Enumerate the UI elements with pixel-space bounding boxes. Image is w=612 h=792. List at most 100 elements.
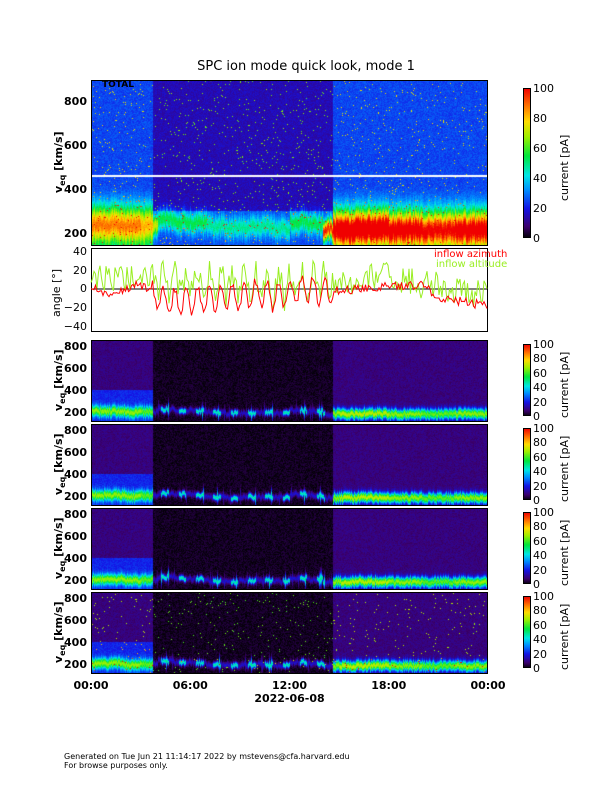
y-tick-label: 600 xyxy=(64,139,87,152)
colorbar-label: current [pA] xyxy=(558,435,571,502)
y-tick-label: 400 xyxy=(64,636,87,649)
colorbar-tick-label: 40 xyxy=(533,172,547,185)
colorbar-tick-label: 20 xyxy=(533,479,547,493)
colorbar-frame xyxy=(523,596,531,668)
x-tick-label: 06:00 xyxy=(172,679,208,692)
colorbar-tick-label: 100 xyxy=(533,82,554,95)
y-axis-label: veq [km/s] xyxy=(52,601,68,663)
component-heatmap xyxy=(91,424,488,506)
colorbar-tick-label: 80 xyxy=(533,436,547,450)
legend-inflow-azimuth: inflow azimuth xyxy=(434,249,508,260)
colorbar-tick-label: 100 xyxy=(533,590,554,603)
component-panel-frame xyxy=(91,340,488,422)
angle-tick-label: 20 xyxy=(73,264,87,277)
colorbar-tick-label: 80 xyxy=(533,520,547,534)
y-tick-label: 400 xyxy=(64,384,87,397)
colorbar-tick-label: 20 xyxy=(533,202,547,215)
angle-tick-label: 0 xyxy=(80,282,87,295)
colorbar xyxy=(524,512,530,584)
footer-browse: For browse purposes only. xyxy=(64,761,168,770)
y-tick-label: 600 xyxy=(64,530,87,543)
figure-title: SPC ion mode quick look, mode 1 xyxy=(197,59,415,74)
colorbar-label: current [pA] xyxy=(558,519,571,586)
inflow-azimuth-line xyxy=(90,275,488,316)
colorbar xyxy=(524,596,530,668)
colorbar-tick-label: 100 xyxy=(533,422,554,435)
colorbar-tick-label: 40 xyxy=(533,381,547,395)
colorbar-tick-label: 40 xyxy=(533,549,547,563)
y-tick-label: 200 xyxy=(64,406,87,419)
y-tick-label: 800 xyxy=(64,592,87,605)
total-panel-frame xyxy=(91,80,488,246)
colorbar-label: current [pA] xyxy=(558,603,571,670)
colorbar-tick-label: 20 xyxy=(533,647,547,661)
colorbar-tick-label: 20 xyxy=(533,395,547,409)
component-panel-frame xyxy=(91,508,488,590)
angle-tick-label: −40 xyxy=(63,320,87,333)
y-tick-label: 800 xyxy=(64,424,87,437)
y-tick-label: 400 xyxy=(64,183,87,196)
component-heatmap xyxy=(91,508,488,590)
total-label: TOTAL xyxy=(102,80,134,90)
colorbar-tick-label: 20 xyxy=(533,563,547,577)
y-tick-label: 200 xyxy=(64,658,87,671)
colorbar-tick-label: 80 xyxy=(533,112,547,125)
colorbar-tick-label: 60 xyxy=(533,534,547,548)
x-tick-label: 12:00 xyxy=(271,679,307,692)
x-tick-label: 00:00 xyxy=(73,679,109,692)
component-heatmap xyxy=(91,592,488,674)
colorbar xyxy=(524,428,530,500)
colorbar-tick-label: 40 xyxy=(533,633,547,647)
angle-tick-label: 40 xyxy=(73,245,87,258)
colorbar-label: current [pA] xyxy=(558,351,571,418)
colorbar-tick-label: 60 xyxy=(533,450,547,464)
y-axis-label: veq [km/s] xyxy=(52,349,68,411)
y-tick-label: 200 xyxy=(64,574,87,587)
y-tick-label: 800 xyxy=(64,340,87,353)
y-tick-label: 400 xyxy=(64,468,87,481)
colorbar-tick-label: 80 xyxy=(533,604,547,618)
inflow-altitude-line xyxy=(90,259,488,311)
colorbar-frame xyxy=(523,88,531,238)
component-panel-frame xyxy=(91,592,488,674)
colorbar-tick-label: 100 xyxy=(533,338,554,351)
x-tick-label: 18:00 xyxy=(371,679,407,692)
legend-inflow-altitude: inflow altitude xyxy=(436,259,508,270)
colorbar-tick-label: 40 xyxy=(533,465,547,479)
colorbar-frame xyxy=(523,512,531,584)
y-tick-label: 800 xyxy=(64,508,87,521)
colorbar-tick-label: 0 xyxy=(533,662,540,675)
y-axis-label: veq [km/s] xyxy=(52,517,68,579)
total-heatmap xyxy=(91,80,488,246)
y-tick-label: 600 xyxy=(64,446,87,459)
y-tick-label: 600 xyxy=(64,362,87,375)
colorbar-tick-label: 60 xyxy=(533,366,547,380)
footer-generated: Generated on Tue Jun 21 11:14:17 2022 by… xyxy=(64,752,350,761)
x-tick-label: 00:00 xyxy=(470,679,506,692)
colorbar-tick-label: 0 xyxy=(533,410,540,423)
y-axis-label: veq [km/s] xyxy=(52,433,68,495)
colorbar-frame xyxy=(523,428,531,500)
colorbar-tick-label: 0 xyxy=(533,578,540,591)
colorbar-tick-label: 0 xyxy=(533,232,540,245)
component-heatmap xyxy=(91,340,488,422)
colorbar-tick-label: 60 xyxy=(533,142,547,155)
colorbar-tick-label: 100 xyxy=(533,506,554,519)
component-panel-frame xyxy=(91,424,488,506)
colorbar-tick-label: 0 xyxy=(533,494,540,507)
colorbar-tick-label: 60 xyxy=(533,618,547,632)
colorbar xyxy=(524,88,530,238)
y-tick-label: 400 xyxy=(64,552,87,565)
y-tick-label: 800 xyxy=(64,95,87,108)
colorbar-frame xyxy=(523,344,531,416)
colorbar-tick-label: 80 xyxy=(533,352,547,366)
y-tick-label: 200 xyxy=(64,227,87,240)
colorbar xyxy=(524,344,530,416)
y-tick-label: 200 xyxy=(64,490,87,503)
angle-panel-frame xyxy=(91,248,488,332)
y-tick-label: 600 xyxy=(64,614,87,627)
x-axis-date: 2022-06-08 xyxy=(254,692,325,705)
angle-tick-label: −20 xyxy=(63,301,87,314)
